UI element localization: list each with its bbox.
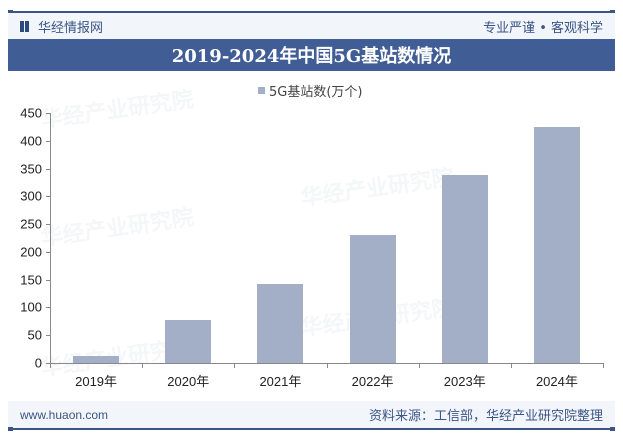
bar-2021: [257, 283, 304, 363]
y-tick: [46, 279, 50, 281]
bar-2019: [73, 355, 120, 363]
x-tick: [142, 363, 144, 368]
y-tick-label: 350: [20, 161, 42, 177]
y-tick-label: 50: [27, 327, 42, 343]
bar-2022: [349, 234, 396, 363]
x-tick-label: 2023年: [443, 374, 486, 389]
x-tick: [326, 363, 328, 368]
site-url: www.huaon.com: [20, 407, 109, 422]
slogan: 专业严谨 • 客观科学: [483, 20, 603, 36]
chart-title: 2019-2024年中国5G基站数情况: [8, 39, 615, 71]
x-tick-label: 2021年: [259, 374, 302, 389]
x-tick: [603, 363, 604, 368]
x-tick: [234, 363, 236, 368]
y-tick-label: 250: [20, 216, 42, 232]
brand-logo-icon: [20, 20, 30, 32]
top-border: [8, 10, 615, 14]
legend: 5G基站数(万个): [258, 81, 363, 100]
y-tick: [46, 251, 50, 253]
brand: 华经情报网: [8, 17, 103, 36]
y-tick: [46, 335, 50, 337]
x-tick-label: 2019年: [75, 374, 118, 389]
y-tick-label: 150: [20, 272, 42, 288]
bar-2023: [441, 175, 488, 363]
y-tick-label: 0: [34, 355, 42, 371]
data-source: 资料来源：工信部，华经产业研究院整理: [368, 409, 603, 424]
bar-2020: [165, 320, 212, 363]
brand-name: 华经情报网: [38, 20, 104, 36]
x-tick-label: 2024年: [535, 374, 578, 389]
plot-area: 0 50 100 150 200 250 300 350 400 450 2019年 2020年 202…: [20, 106, 604, 389]
bottom-border: [8, 427, 615, 431]
y-tick: [46, 224, 50, 226]
y-axis: [50, 113, 51, 363]
x-tick: [50, 363, 51, 368]
y-tick: [46, 113, 50, 114]
header-bar: 华经情报网 专业严谨 • 客观科学: [8, 13, 615, 39]
y-tick-label: 300: [20, 188, 42, 204]
bar-2024: [533, 126, 580, 363]
x-tick: [510, 363, 512, 368]
x-tick-label: 2020年: [167, 374, 210, 389]
y-tick: [46, 168, 50, 170]
y-tick-label: 100: [20, 299, 42, 315]
y-tick: [46, 140, 50, 142]
legend-label: 5G基站数(万个): [269, 85, 363, 100]
footer-bar: www.huaon.com 资料来源：工信部，华经产业研究院整理: [8, 401, 615, 428]
y-tick: [46, 363, 50, 364]
y-tick-label: 200: [20, 244, 42, 260]
y-tick: [46, 196, 50, 198]
y-tick-label: 450: [20, 105, 42, 121]
y-tick-label: 400: [20, 133, 42, 149]
y-tick: [46, 307, 50, 309]
x-tick-label: 2022年: [351, 374, 394, 389]
x-tick: [418, 363, 420, 368]
legend-swatch: [258, 87, 265, 94]
